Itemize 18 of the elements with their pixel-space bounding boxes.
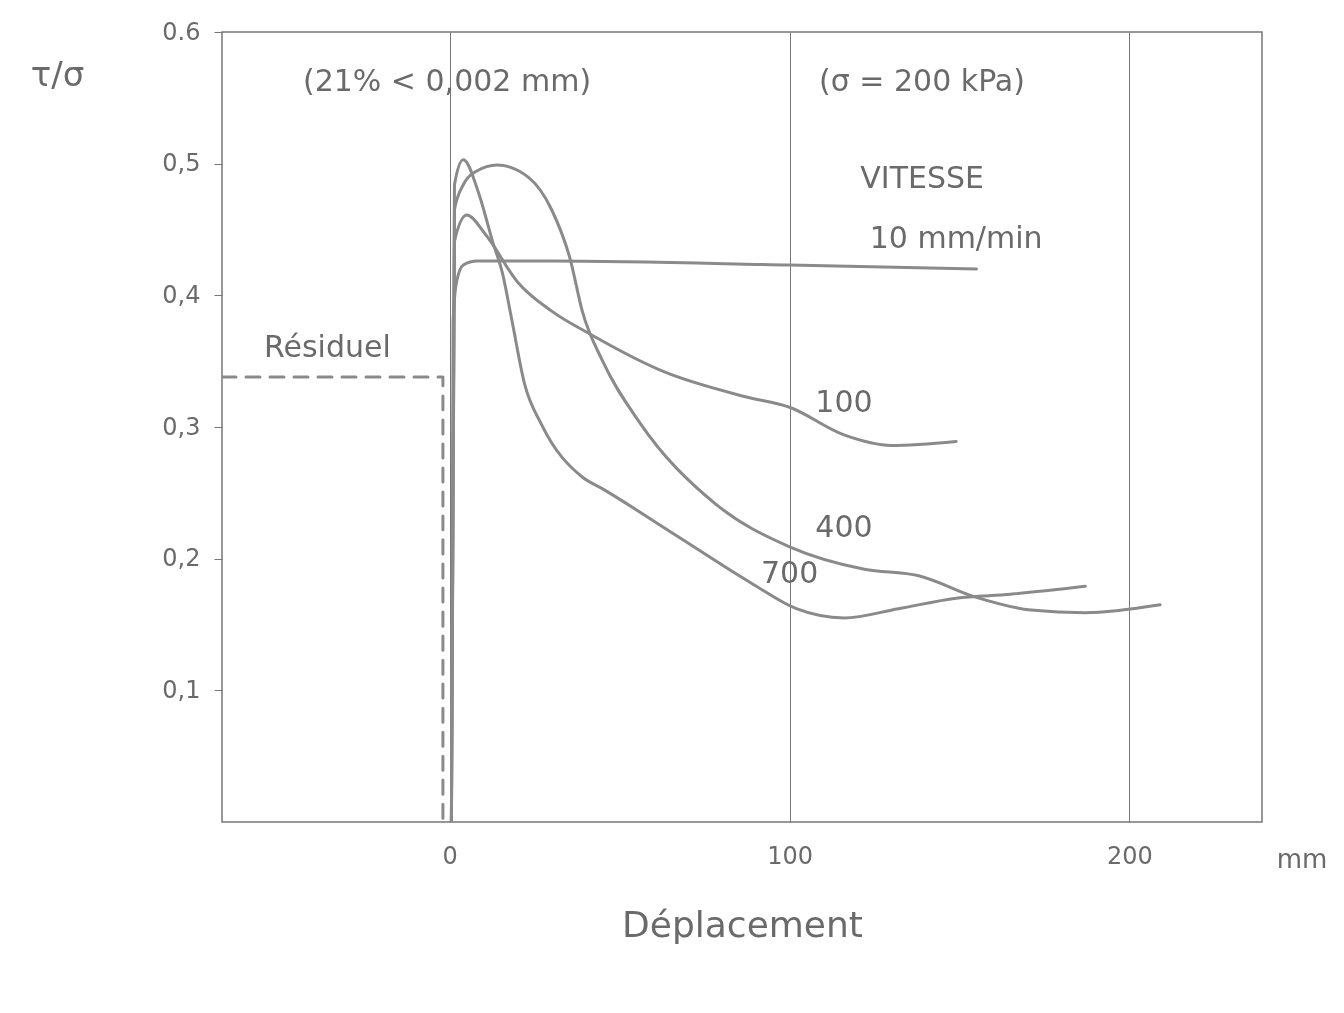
series-label: 100 bbox=[815, 384, 873, 420]
annotation: (σ = 200 kPa) bbox=[819, 63, 1025, 98]
series-label: 400 bbox=[815, 509, 873, 545]
x-tick-label: 0 bbox=[442, 841, 458, 870]
y-tick-label: 0.6 bbox=[162, 17, 201, 46]
y-tick-label: 0,5 bbox=[162, 149, 201, 178]
y-tick-label: 0,2 bbox=[162, 544, 201, 573]
x-axis-title: Déplacement bbox=[622, 903, 863, 945]
y-tick-label: 0,1 bbox=[162, 675, 201, 704]
y-tick-label: 0,3 bbox=[162, 412, 201, 441]
series-label: Résiduel bbox=[263, 329, 391, 364]
text: mm bbox=[1276, 844, 1328, 874]
legend-title: VITESSE bbox=[860, 160, 984, 196]
x-tick-label: 100 bbox=[767, 841, 813, 870]
y-axis-title: τ/σ bbox=[30, 53, 85, 94]
x-tick-label: 200 bbox=[1107, 841, 1153, 870]
series-label: 10 mm/min bbox=[869, 219, 1043, 255]
y-tick-label: 0,4 bbox=[162, 280, 201, 309]
